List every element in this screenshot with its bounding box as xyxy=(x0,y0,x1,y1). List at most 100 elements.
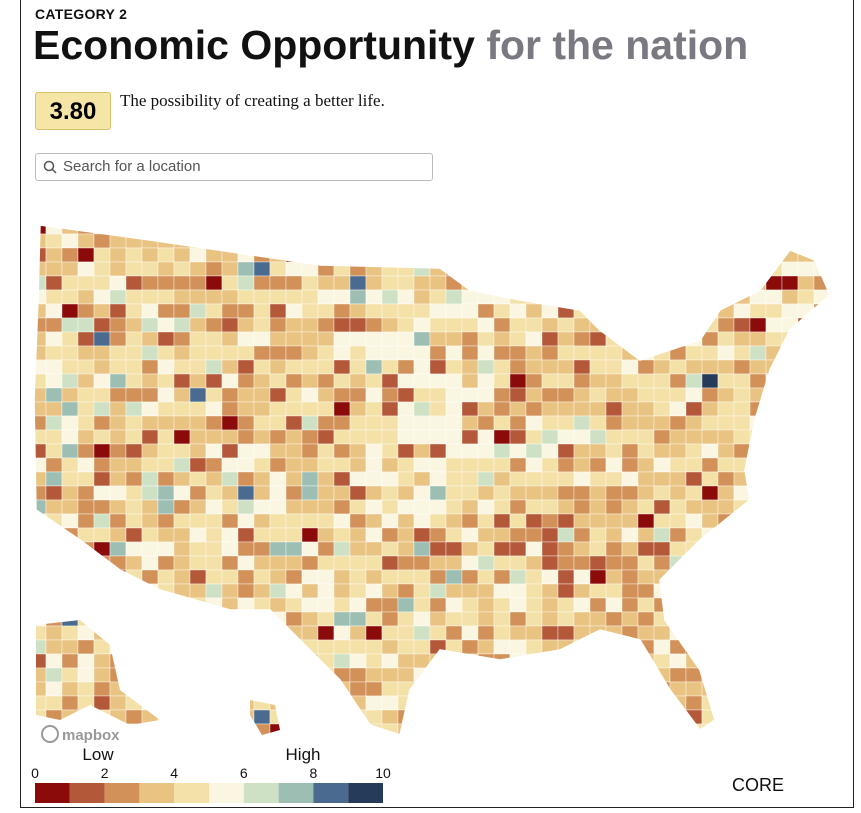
legend-swatch xyxy=(104,783,140,803)
county xyxy=(557,541,575,557)
county xyxy=(621,541,639,557)
county xyxy=(61,709,79,725)
county xyxy=(34,331,47,347)
county xyxy=(701,485,719,501)
county xyxy=(109,225,127,235)
county xyxy=(573,233,591,249)
county xyxy=(109,471,127,487)
county xyxy=(605,359,623,375)
county xyxy=(349,225,367,235)
county xyxy=(717,401,735,417)
county xyxy=(34,541,47,557)
county xyxy=(557,555,575,571)
county xyxy=(365,541,383,557)
county xyxy=(749,359,767,375)
county xyxy=(141,527,159,543)
county xyxy=(237,275,255,291)
county xyxy=(685,625,703,641)
county xyxy=(141,289,159,305)
county xyxy=(381,457,399,473)
county xyxy=(189,625,207,641)
county xyxy=(477,625,495,641)
county xyxy=(493,513,511,529)
county xyxy=(333,373,351,389)
county xyxy=(557,597,575,613)
county xyxy=(141,695,159,711)
county xyxy=(237,289,255,305)
county xyxy=(429,303,447,319)
county xyxy=(349,275,367,291)
county xyxy=(77,555,95,571)
county xyxy=(333,709,351,725)
county xyxy=(781,443,799,459)
county xyxy=(509,373,527,389)
search-box[interactable]: Search for a location xyxy=(35,153,433,181)
county xyxy=(237,373,255,389)
county xyxy=(93,261,111,277)
county xyxy=(445,695,463,711)
county xyxy=(829,653,830,669)
county xyxy=(77,653,95,669)
county xyxy=(397,317,415,333)
county xyxy=(109,695,127,711)
county xyxy=(445,331,463,347)
county xyxy=(93,653,111,669)
county xyxy=(621,225,639,235)
county xyxy=(781,639,799,655)
county xyxy=(525,555,543,571)
county xyxy=(317,611,335,627)
county xyxy=(781,289,799,305)
county xyxy=(317,527,335,543)
county xyxy=(781,681,799,697)
county xyxy=(525,225,543,235)
county xyxy=(781,513,799,529)
county xyxy=(589,597,607,613)
county xyxy=(605,723,623,735)
county xyxy=(637,611,655,627)
county xyxy=(781,541,799,557)
county xyxy=(541,611,559,627)
county xyxy=(493,443,511,459)
county xyxy=(525,625,543,641)
legend-tick-label: 0 xyxy=(31,765,39,781)
county xyxy=(381,471,399,487)
county xyxy=(109,625,127,641)
county xyxy=(653,233,671,249)
county xyxy=(125,653,143,669)
county xyxy=(141,303,159,319)
county xyxy=(717,331,735,347)
county xyxy=(733,429,751,445)
county xyxy=(445,345,463,361)
county xyxy=(525,597,543,613)
county xyxy=(733,415,751,431)
county xyxy=(269,443,287,459)
county xyxy=(637,331,655,347)
county xyxy=(589,225,607,235)
county xyxy=(301,443,319,459)
county xyxy=(221,681,239,697)
county xyxy=(637,499,655,515)
county xyxy=(829,625,830,641)
legend-swatch xyxy=(139,783,175,803)
county xyxy=(285,275,303,291)
county xyxy=(429,401,447,417)
county xyxy=(205,317,223,333)
county xyxy=(605,415,623,431)
county xyxy=(413,317,431,333)
county xyxy=(717,569,735,585)
county xyxy=(589,317,607,333)
county xyxy=(685,513,703,529)
county xyxy=(413,303,431,319)
county xyxy=(461,513,479,529)
county xyxy=(269,303,287,319)
county xyxy=(733,359,751,375)
county xyxy=(733,583,751,599)
county xyxy=(733,513,751,529)
county xyxy=(45,387,63,403)
county xyxy=(45,597,63,613)
county xyxy=(125,485,143,501)
county xyxy=(541,597,559,613)
county xyxy=(61,443,79,459)
county xyxy=(445,681,463,697)
county xyxy=(317,583,335,599)
